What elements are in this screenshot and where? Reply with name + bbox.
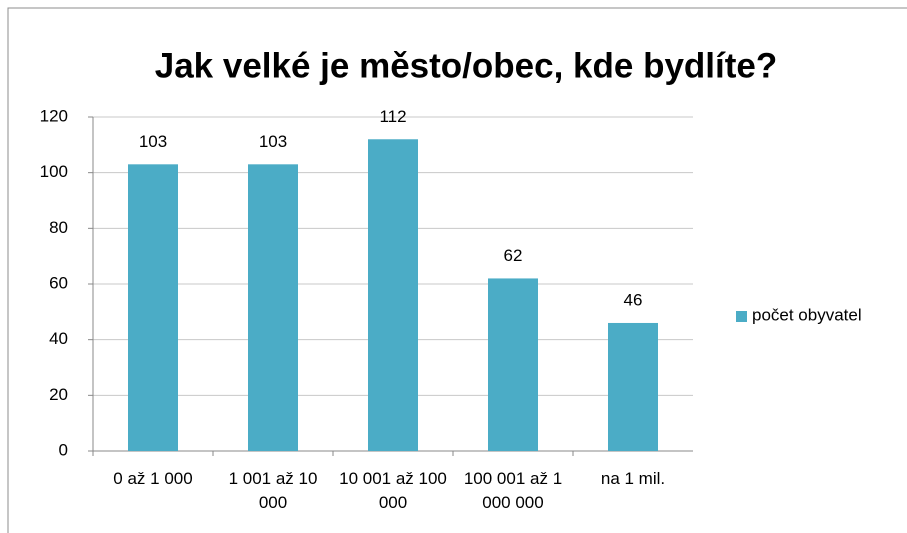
data-label: 112 — [379, 107, 406, 126]
bar — [608, 322, 658, 451]
y-tick-label: 80 — [49, 218, 68, 237]
y-tick-label: 40 — [49, 329, 68, 348]
x-tick-label: 100 001 až 1 000 000 — [463, 469, 563, 512]
y-tick-label: 0 — [59, 440, 68, 459]
x-tick-label: 0 až 1 000 — [113, 469, 193, 488]
data-label: 46 — [624, 290, 643, 309]
data-label: 103 — [259, 132, 287, 151]
legend-label: počet obyvatel — [752, 305, 862, 324]
y-tick-label: 120 — [40, 106, 68, 125]
bar — [248, 164, 298, 452]
bar — [368, 139, 418, 451]
y-tick-label: 100 — [40, 162, 68, 181]
x-tick-label: 10 001 až 100 000 — [339, 469, 447, 512]
y-tick-label: 20 — [49, 385, 68, 404]
data-label: 62 — [504, 246, 523, 265]
bar — [128, 164, 178, 452]
x-tick-label: 1 001 až 10 000 — [228, 469, 318, 512]
bar — [488, 278, 538, 451]
y-tick-label: 60 — [49, 273, 68, 292]
data-label: 103 — [139, 132, 167, 151]
legend-swatch — [736, 311, 747, 322]
chart-title: Jak velké je město/obec, kde bydlíte? — [155, 46, 778, 85]
x-tick-label: na 1 mil. — [600, 469, 666, 488]
